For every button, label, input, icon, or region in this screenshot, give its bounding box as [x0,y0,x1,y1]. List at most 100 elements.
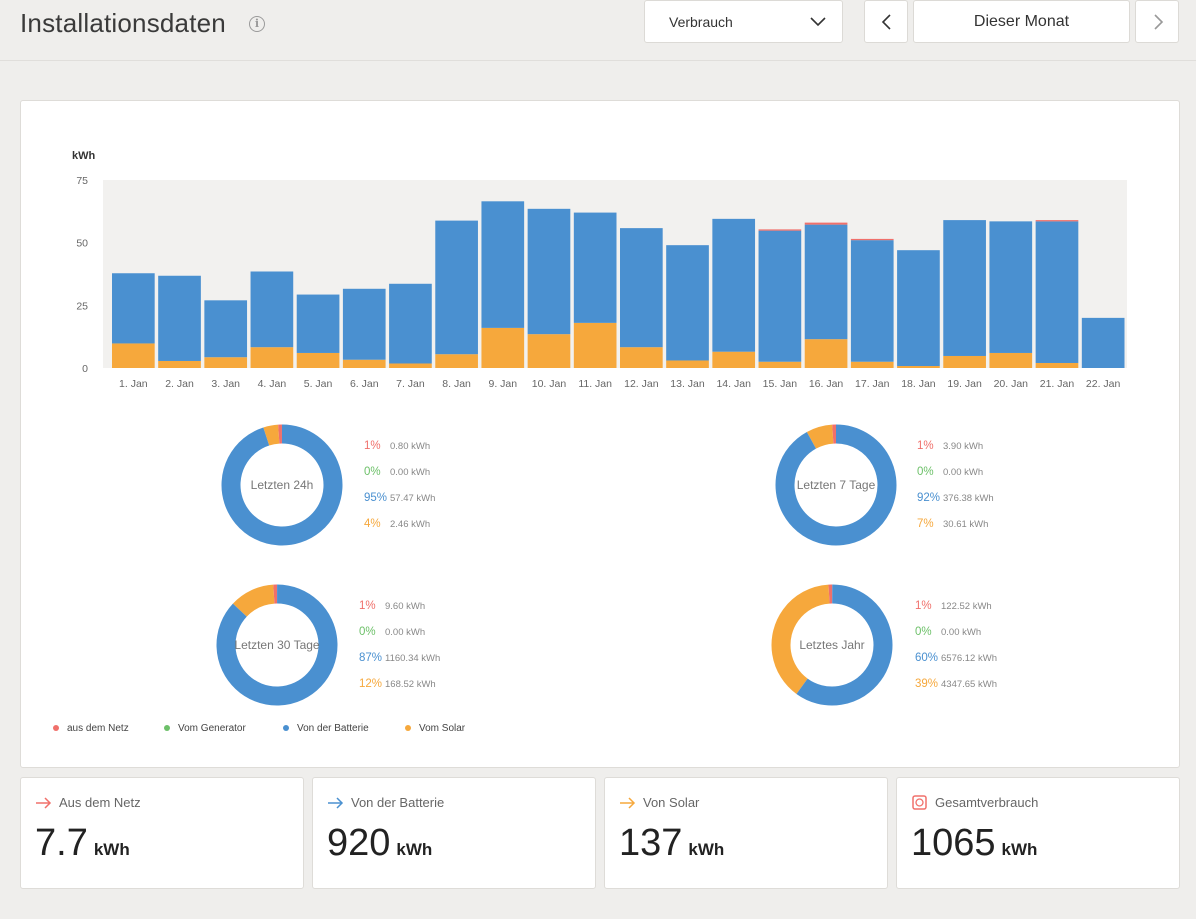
legend-label: Vom Solar [419,723,466,734]
bar-segment[interactable] [481,201,525,328]
x-tick-label: 12. Jan [624,378,659,390]
summary-tile: Von der Batterie 920 kWh [312,777,596,889]
tile-unit: kWh [93,840,130,859]
donut-chart[interactable] [220,423,344,547]
bar-segment[interactable] [804,222,848,225]
bar-segment[interactable] [666,245,709,361]
bar-segment[interactable] [112,273,155,344]
bar-segment[interactable] [389,363,432,368]
arrow-right-icon [620,797,636,809]
stat-percent: 0% [915,626,932,638]
stat-kwh: 0.80 kWh [390,441,431,452]
bar-segment[interactable] [712,218,756,352]
bar-segment[interactable] [204,357,248,368]
bar-segment[interactable] [1035,221,1079,363]
bar-segment[interactable] [850,361,894,368]
donut-segment[interactable] [770,583,894,707]
legend-item[interactable]: Von der Batterie [283,723,369,734]
bar-segment[interactable] [481,327,525,368]
donut-center-label: Letzten 7 Tage [796,478,876,492]
stat-row: 39% 4347.65 kWh [915,678,997,690]
bar-segment[interactable] [204,300,248,358]
bar-segment[interactable] [712,351,756,368]
bar-segment[interactable] [158,275,201,361]
bar-segment[interactable] [850,238,894,241]
bar-segment[interactable] [158,360,201,368]
stat-kwh: 9.60 kWh [385,601,426,612]
x-tick-label: 17. Jan [855,378,890,390]
x-tick-label: 1. Jan [119,378,148,390]
bar-segment[interactable] [573,322,617,368]
stat-row: 0% 0.00 kWh [364,466,430,478]
stat-percent: 1% [364,440,381,452]
bar-segment[interactable] [527,334,571,368]
x-tick-label: 14. Jan [716,378,751,390]
bar-segment[interactable] [620,228,663,348]
y-tick-label: 75 [76,175,88,187]
donut-segment[interactable] [215,583,339,707]
bar-segment[interactable] [389,283,432,364]
stat-row: 1% 3.90 kWh [917,440,983,452]
x-tick-label: 5. Jan [304,378,333,390]
bar-segment[interactable] [620,347,663,368]
bar-segment[interactable] [296,352,340,368]
stat-row: 1% 0.80 kWh [364,440,430,452]
bar-segment[interactable] [250,271,294,348]
bar-segment[interactable] [435,220,478,355]
y-tick-label: 50 [76,238,88,250]
bar-segment[interactable] [989,221,1033,353]
x-tick-label: 18. Jan [901,378,936,390]
bar-segment[interactable] [804,339,848,368]
bar-segment[interactable] [250,347,294,368]
stat-kwh: 3.90 kWh [943,441,984,452]
previous-period-button[interactable] [864,0,908,43]
period-display[interactable]: Dieser Monat [913,0,1130,43]
tile-number: 137 [619,822,683,864]
stat-percent: 95% [364,492,388,504]
stat-kwh: 6576.12 kWh [941,653,997,664]
legend-item[interactable]: Vom Solar [405,723,465,734]
bar-segment[interactable] [1035,362,1079,368]
legend-dot-icon [164,725,170,732]
bar-segment[interactable] [758,229,802,231]
bar-segment[interactable] [342,288,386,360]
bar-segment[interactable] [897,250,940,366]
donut-chart[interactable] [215,583,339,707]
legend-dot-icon [53,725,59,732]
legend-item[interactable]: aus dem Netz [53,723,129,734]
bar-segment[interactable] [435,354,478,368]
chevron-right-icon [1154,14,1164,30]
bar-segment[interactable] [342,359,386,368]
stat-row: 7% 30.61 kWh [917,518,988,530]
bar-segment[interactable] [943,355,986,368]
bar-segment[interactable] [1081,317,1125,368]
bar-segment[interactable] [1035,220,1079,222]
donut-chart[interactable] [774,423,898,547]
bar-segment[interactable] [850,240,894,362]
info-icon[interactable]: i [249,16,265,32]
next-period-button[interactable] [1135,0,1179,43]
bar-segment[interactable] [897,365,940,368]
donut-segment[interactable] [774,423,898,547]
view-select[interactable]: Verbrauch [644,0,843,43]
stat-row: 95% 57.47 kWh [364,492,435,504]
tile-number: 920 [327,822,391,864]
stat-percent: 4% [364,518,381,530]
bar-segment[interactable] [758,361,802,368]
outlet-icon [912,795,927,810]
donut-segment[interactable] [220,423,344,547]
stat-kwh: 0.00 kWh [390,467,431,478]
top-bar: Installationsdaten i Verbrauch Dieser Mo… [0,0,1196,61]
bar-segment[interactable] [758,230,802,362]
bar-segment[interactable] [573,212,617,323]
bar-segment[interactable] [666,360,709,368]
bar-segment[interactable] [989,352,1033,368]
donut-center-label: Letztes Jahr [799,638,865,652]
bar-segment[interactable] [527,208,571,335]
legend-item[interactable]: Vom Generator [164,723,246,734]
bar-segment[interactable] [804,224,848,340]
bar-segment[interactable] [296,294,340,353]
bar-segment[interactable] [943,220,986,356]
donut-chart[interactable] [770,583,894,707]
bar-segment[interactable] [112,343,155,368]
